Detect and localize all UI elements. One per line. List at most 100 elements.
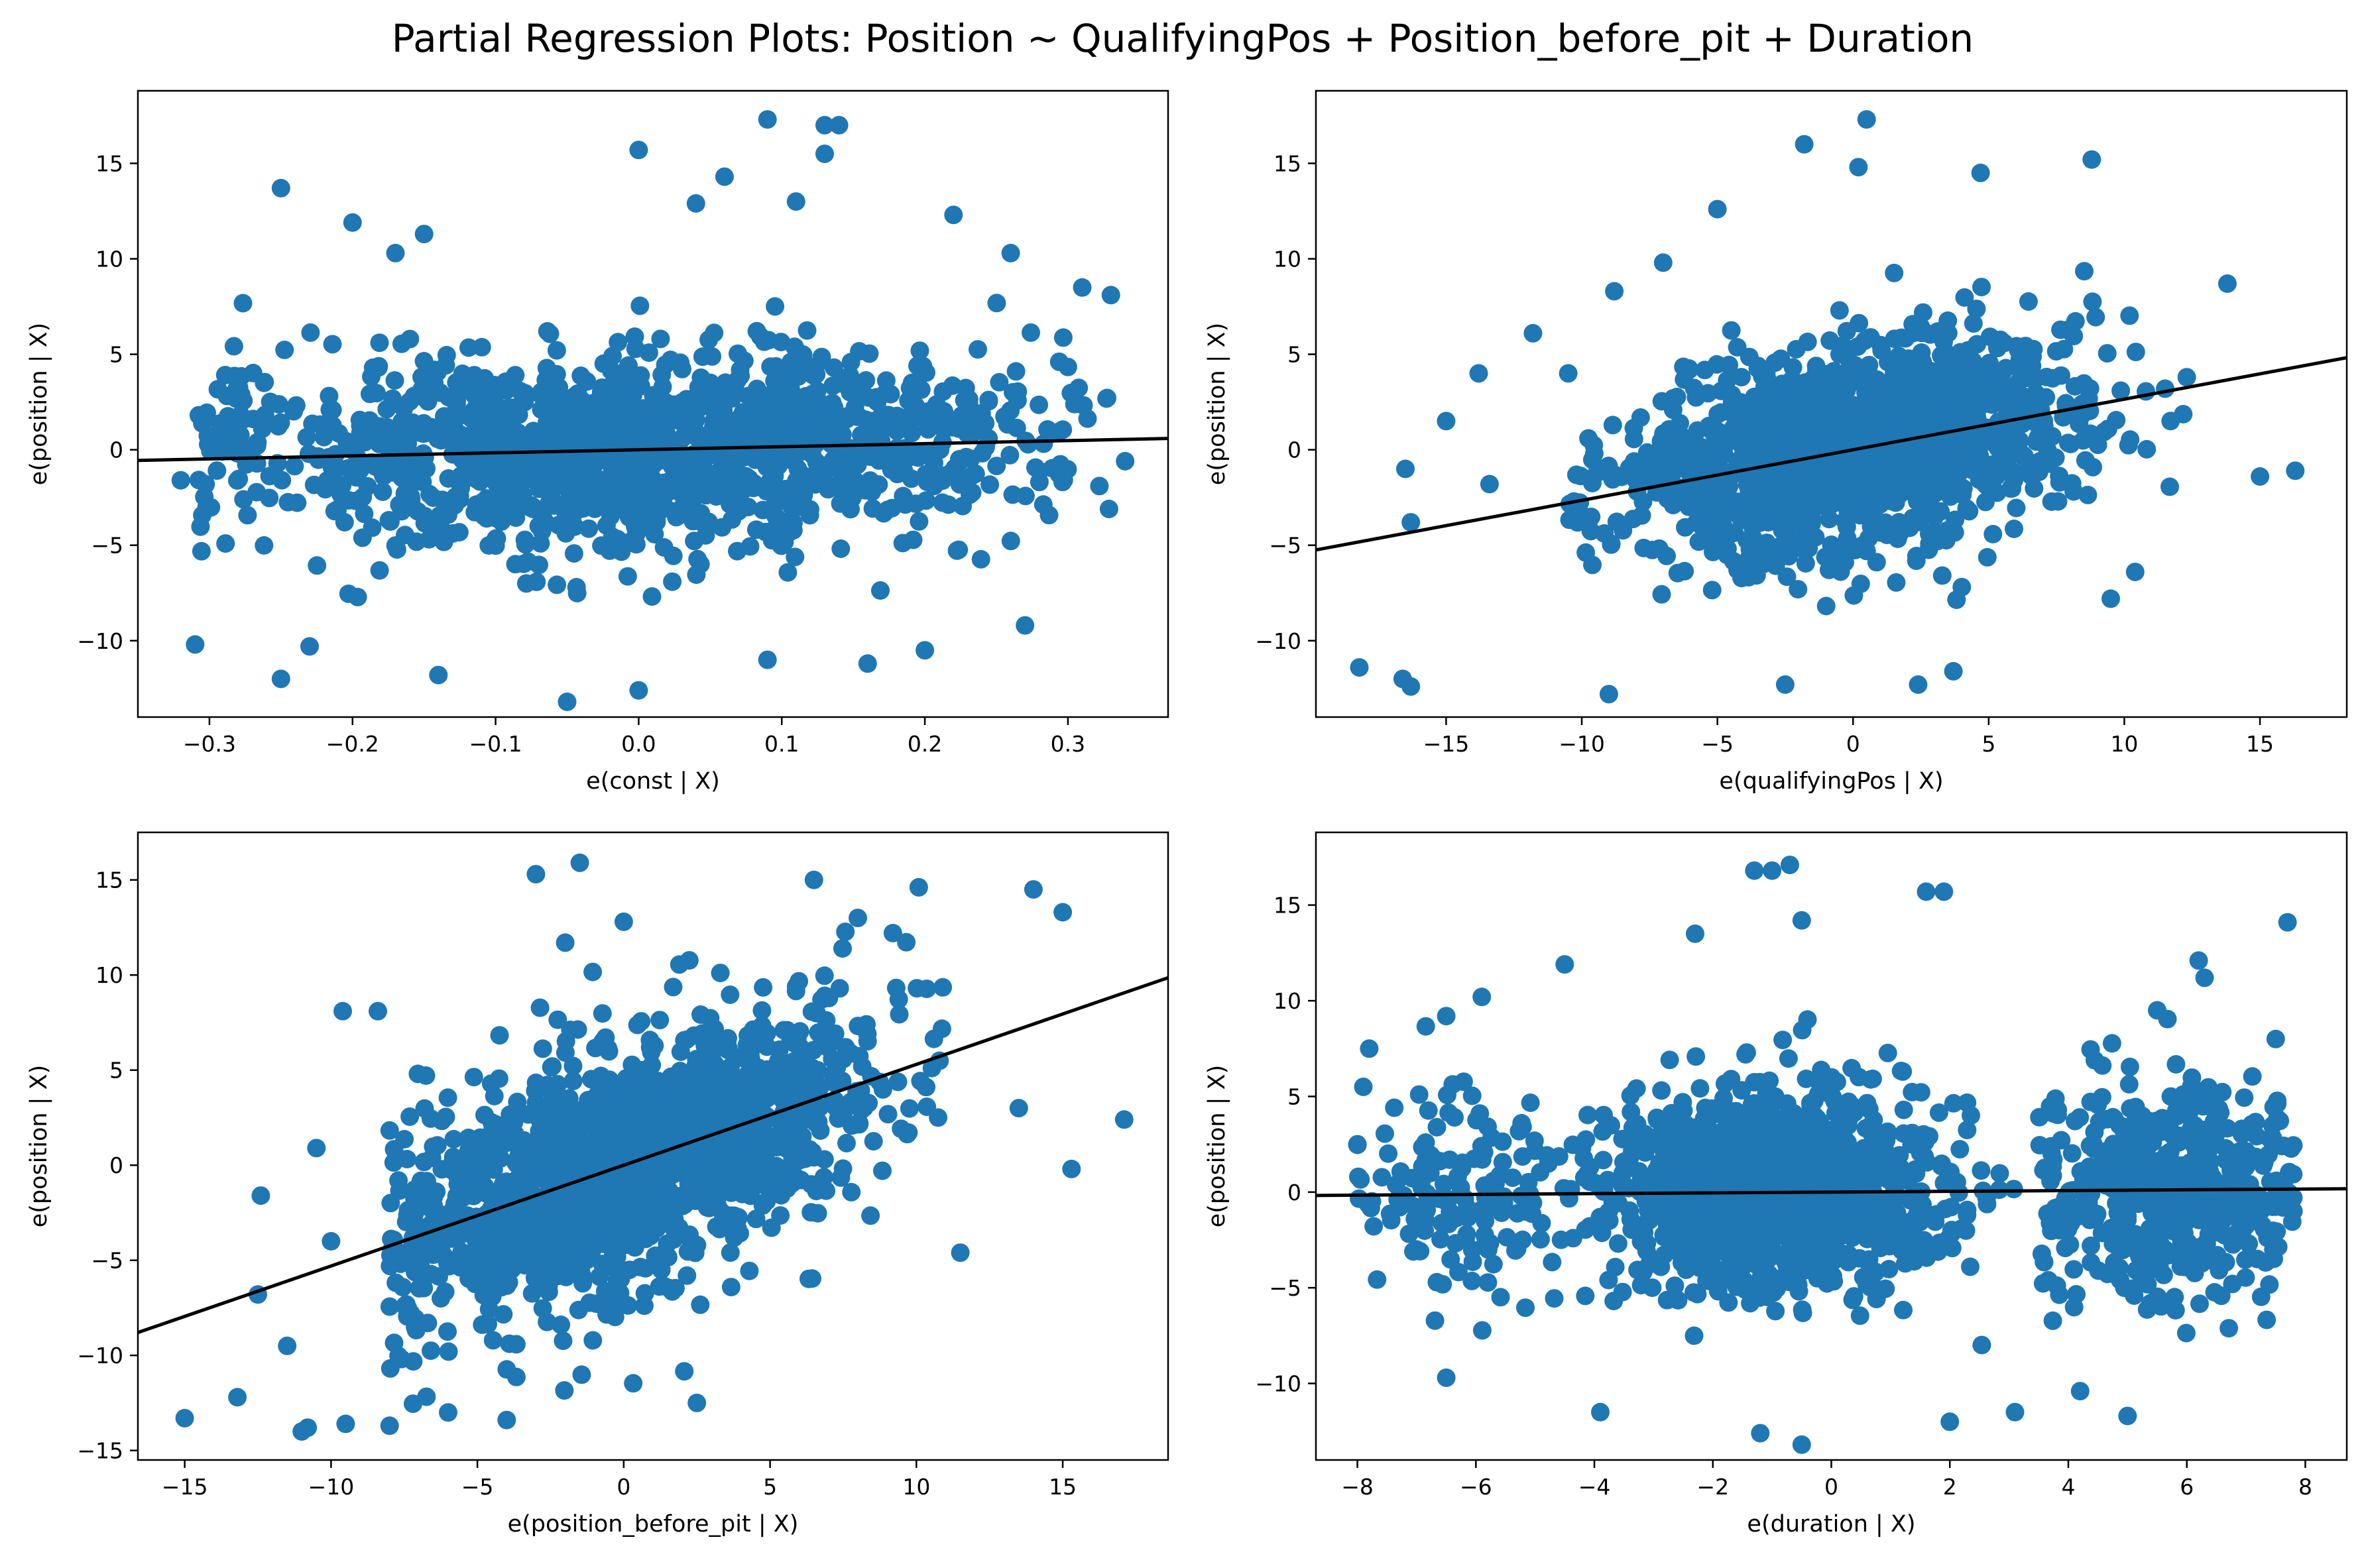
x-tick-label: 0: [617, 1474, 630, 1500]
scatter-point: [217, 386, 237, 406]
scatter-point: [796, 1149, 815, 1168]
scatter-point: [651, 329, 670, 349]
scatter-point: [916, 641, 935, 660]
scatter-point: [210, 414, 229, 433]
scatter-point: [1978, 547, 1997, 567]
y-tick-label: −10: [1255, 628, 1301, 654]
scatter-point: [1469, 364, 1488, 383]
scatter-point: [909, 877, 928, 897]
scatter-point: [510, 1145, 528, 1164]
scatter-point: [457, 377, 477, 396]
scatter-point: [433, 490, 452, 510]
scatter-point: [1660, 1050, 1679, 1070]
scatter-point: [815, 966, 834, 985]
scatter-point: [2075, 262, 2094, 281]
scatter-point: [464, 1186, 483, 1205]
scatter-point: [555, 1381, 574, 1400]
scatter-point: [860, 344, 879, 363]
scatter-point: [780, 522, 799, 541]
scatter-point: [408, 502, 428, 521]
scatter-point: [836, 923, 855, 941]
scatter-point: [717, 457, 737, 476]
scatter-point: [647, 1219, 666, 1238]
scatter-point: [798, 406, 817, 425]
scatter-point: [1773, 535, 1792, 554]
scatter-point: [325, 502, 344, 521]
y-tick-label: 0: [1287, 437, 1301, 463]
scatter-point: [308, 556, 327, 575]
scatter-point: [564, 544, 583, 563]
scatter-point: [629, 681, 648, 700]
scatter-point: [497, 1172, 516, 1192]
scatter-point: [1051, 455, 1070, 474]
scatter-point: [547, 341, 566, 360]
scatter-point: [1024, 880, 1043, 899]
scatter-point: [1907, 551, 1926, 571]
scatter-point: [1846, 356, 1865, 375]
axes-frame: [137, 831, 1169, 1461]
scatter-point: [2137, 439, 2157, 459]
scatter-point: [424, 1137, 443, 1156]
scatter-point: [639, 343, 658, 363]
scatter-point: [1559, 364, 1578, 383]
y-tick-label: 15: [95, 868, 123, 893]
scatter-point: [536, 370, 556, 390]
scatter-point: [878, 1105, 898, 1124]
scatter-point: [1830, 301, 1849, 320]
scatter-point: [224, 337, 243, 356]
scatter-point: [463, 404, 483, 423]
scatter-point: [939, 495, 958, 514]
scatter-point: [320, 400, 339, 420]
scatter-point: [413, 473, 432, 492]
scatter-point: [631, 366, 650, 385]
scatter-point: [418, 1314, 438, 1333]
x-tick-label: 15: [1049, 1474, 1077, 1500]
scatter-point: [1722, 321, 1741, 340]
scatter-point: [1932, 566, 1952, 585]
scatter-point: [435, 407, 453, 426]
scatter-point: [796, 387, 815, 406]
scatter-point: [1062, 1159, 1081, 1178]
scatter-point: [370, 561, 389, 580]
scatter-point: [554, 1331, 573, 1351]
scatter-point: [1980, 355, 1999, 374]
scatter-point: [799, 1269, 818, 1288]
scatter-point: [873, 1161, 892, 1180]
scatter-point: [489, 1069, 508, 1088]
scatter-point: [747, 379, 766, 398]
scatter-point: [339, 585, 358, 603]
scatter-point: [686, 194, 705, 213]
x-tick-label: 10: [902, 1474, 930, 1500]
scatter-point: [514, 554, 533, 573]
scatter-point: [1928, 322, 1947, 341]
scatter-point: [568, 411, 587, 430]
scatter-point: [583, 962, 603, 981]
scatter-point: [1891, 524, 1910, 542]
scatter-point: [1859, 529, 1878, 548]
scatter-point: [736, 1174, 755, 1194]
scatter-point: [685, 400, 704, 419]
scatter-point: [1732, 569, 1751, 588]
scatter-point: [910, 341, 929, 361]
scatter-point: [881, 447, 900, 466]
scatter-point: [831, 539, 851, 558]
scatter-point: [2005, 520, 2023, 538]
scatter-point: [827, 1058, 847, 1078]
scatter-point: [873, 1080, 892, 1099]
scatter-point: [898, 1125, 917, 1144]
scatter-point: [1759, 484, 1778, 503]
scatter-point: [1720, 355, 1738, 374]
scatter-point: [758, 110, 777, 129]
scatter-point: [408, 1194, 427, 1213]
scatter-point: [1708, 199, 1727, 219]
scatter-point: [639, 1157, 658, 1176]
scatter-point: [1960, 396, 1979, 416]
scatter-point: [847, 1090, 866, 1109]
scatter-point: [464, 1068, 483, 1087]
scatter-point: [924, 1029, 943, 1048]
scatter-point: [1768, 469, 1787, 488]
scatter-point: [472, 337, 491, 357]
scatter-point: [570, 853, 589, 872]
scatter-point: [416, 1066, 436, 1085]
